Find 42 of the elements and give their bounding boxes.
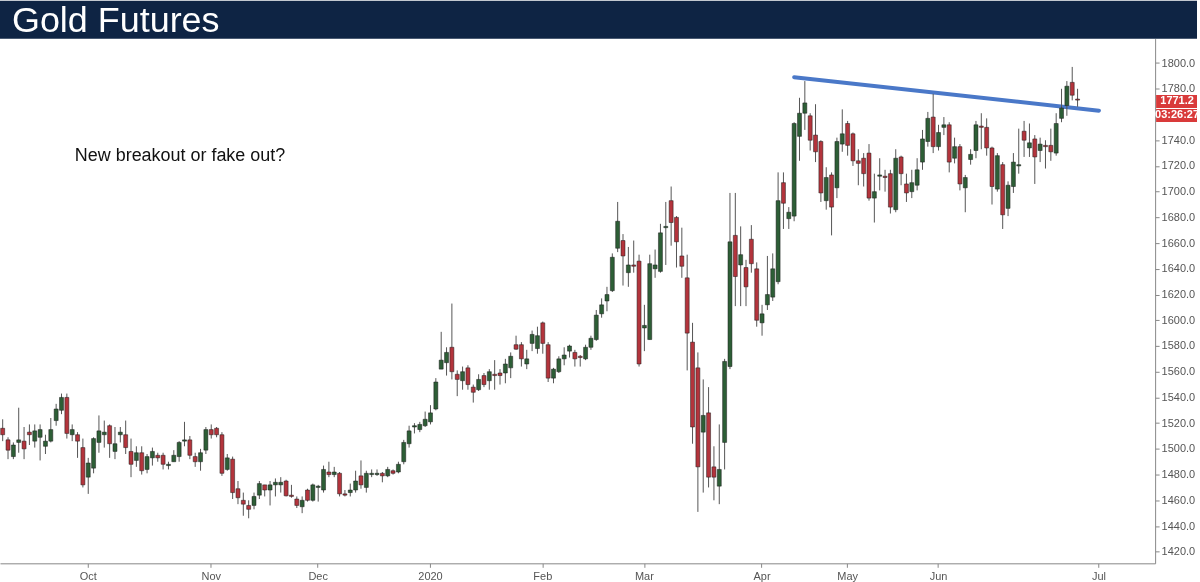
candlestick bbox=[241, 492, 246, 517]
x-tick-label: Feb bbox=[533, 569, 553, 582]
y-tick-label: 1720.0 bbox=[1161, 159, 1196, 172]
x-tick-label: Jul bbox=[1091, 569, 1106, 582]
y-tick-label: 1780.0 bbox=[1161, 82, 1196, 95]
chart-title: Gold Futures bbox=[11, 0, 220, 40]
y-tick-label: 1620.0 bbox=[1161, 288, 1196, 301]
y-tick-label: 1520.0 bbox=[1161, 416, 1196, 429]
y-tick-label: 1480.0 bbox=[1161, 468, 1196, 481]
candlestick bbox=[743, 259, 749, 307]
x-tick-label: Oct bbox=[79, 569, 97, 582]
y-tick-label: 1600.0 bbox=[1161, 313, 1196, 326]
y-tick-label: 1700.0 bbox=[1161, 185, 1196, 198]
y-tick-label: 1640.0 bbox=[1161, 262, 1196, 275]
x-tick-label: Nov bbox=[201, 569, 222, 582]
y-tick-label: 1440.0 bbox=[1161, 519, 1196, 532]
candlestick bbox=[1021, 120, 1027, 158]
candlestick bbox=[679, 227, 685, 279]
y-tick-label: 1660.0 bbox=[1161, 236, 1196, 249]
x-tick-label: May bbox=[837, 569, 859, 582]
y-tick-label: 1540.0 bbox=[1161, 390, 1196, 403]
y-tick-label: 1460.0 bbox=[1161, 493, 1196, 506]
x-tick-label: Apr bbox=[753, 569, 771, 582]
y-tick-label: 1420.0 bbox=[1161, 545, 1196, 558]
y-tick-label: 1680.0 bbox=[1161, 210, 1196, 223]
x-tick-label: Jun bbox=[929, 569, 948, 582]
text: 1771.2 bbox=[1160, 94, 1194, 107]
candlestick bbox=[1075, 88, 1080, 108]
y-tick-label: 1740.0 bbox=[1161, 133, 1196, 146]
y-tick-label: 1800.0 bbox=[1161, 56, 1196, 69]
y-tick-label: 1580.0 bbox=[1161, 339, 1196, 352]
candlestick bbox=[599, 297, 604, 319]
y-tick-label: 1500.0 bbox=[1161, 442, 1196, 455]
candlestick bbox=[0, 418, 5, 442]
x-tick-label: Dec bbox=[308, 569, 329, 582]
candlestick bbox=[663, 201, 669, 266]
y-tick-label: 1560.0 bbox=[1161, 365, 1196, 378]
candlestick bbox=[604, 286, 610, 312]
annotation: New breakout or fake out? bbox=[74, 145, 286, 166]
candlestick bbox=[1059, 88, 1064, 123]
x-tick-label: Mar bbox=[634, 569, 655, 582]
x-tick-label: 2020 bbox=[418, 569, 443, 582]
